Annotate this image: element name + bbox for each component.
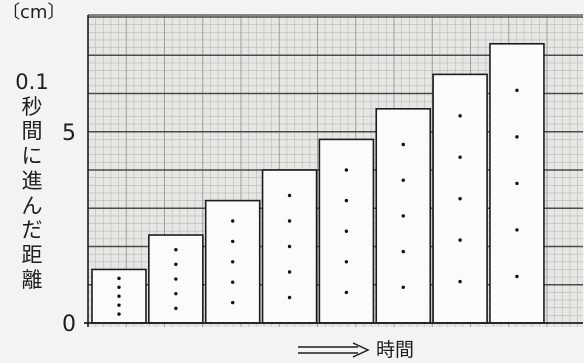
dot-mark [515, 181, 519, 186]
dot-mark [231, 260, 235, 264]
dot-mark [515, 88, 519, 93]
dot-mark [401, 142, 405, 147]
dot-mark [174, 306, 178, 311]
y-axis-label-char: 離 [21, 267, 43, 292]
dot-mark [174, 277, 178, 281]
dot-mark [515, 135, 519, 139]
dot-mark [287, 295, 292, 300]
y-axis-label-char: 距 [21, 242, 43, 267]
dot-mark [458, 279, 462, 284]
dot-mark [344, 198, 349, 203]
dot-mark [174, 247, 178, 252]
dot-mark [231, 219, 235, 223]
dot-mark [117, 285, 121, 289]
dot-mark [117, 312, 121, 316]
y-unit-label: 〔cm〕 [2, 2, 66, 23]
dot-mark [117, 294, 121, 298]
y-axis-label-char: 間 [21, 119, 43, 144]
dot-marks [117, 88, 519, 316]
dot-mark [287, 270, 292, 274]
axes [84, 15, 583, 327]
dot-mark [344, 168, 349, 172]
y-tick-label: 5 [62, 121, 76, 146]
double-arrow-right-icon [298, 342, 370, 358]
y-axis-label-char: ん [21, 193, 43, 218]
dot-mark [117, 276, 121, 281]
dot-mark [231, 280, 235, 284]
y-axis-label: 0.1 秒間に進んだ距離 [10, 70, 54, 292]
dot-mark [174, 291, 178, 296]
dot-mark [401, 249, 405, 254]
dot-mark [458, 238, 462, 242]
dot-mark [231, 300, 235, 305]
dot-mark [401, 178, 405, 182]
dot-mark [344, 260, 349, 264]
dot-mark [287, 244, 292, 249]
y-axis-label-number: 0.1 [15, 70, 49, 94]
dot-mark [515, 228, 519, 232]
x-axis-label-group: 時間 [296, 338, 414, 362]
dot-mark [458, 196, 462, 201]
y-ticks: 05 [62, 121, 76, 337]
dot-mark [458, 155, 462, 159]
dot-mark [401, 285, 405, 289]
dot-mark [401, 214, 405, 218]
dot-mark [344, 229, 349, 233]
dot-mark [287, 219, 292, 223]
dot-mark [287, 193, 292, 198]
y-axis-label-char: だ [21, 218, 43, 243]
dot-mark [117, 303, 121, 307]
y-axis-label-char: 秒 [21, 94, 43, 119]
dot-mark [174, 262, 178, 267]
y-axis-label-char: に [21, 144, 43, 169]
dot-mark [458, 114, 462, 118]
dot-mark [515, 274, 519, 279]
dot-mark [231, 239, 235, 244]
y-tick-label: 0 [62, 312, 76, 337]
dot-mark [344, 290, 349, 295]
y-axis-label-char: 進 [21, 168, 43, 193]
x-axis-label: 時間 [376, 339, 415, 361]
